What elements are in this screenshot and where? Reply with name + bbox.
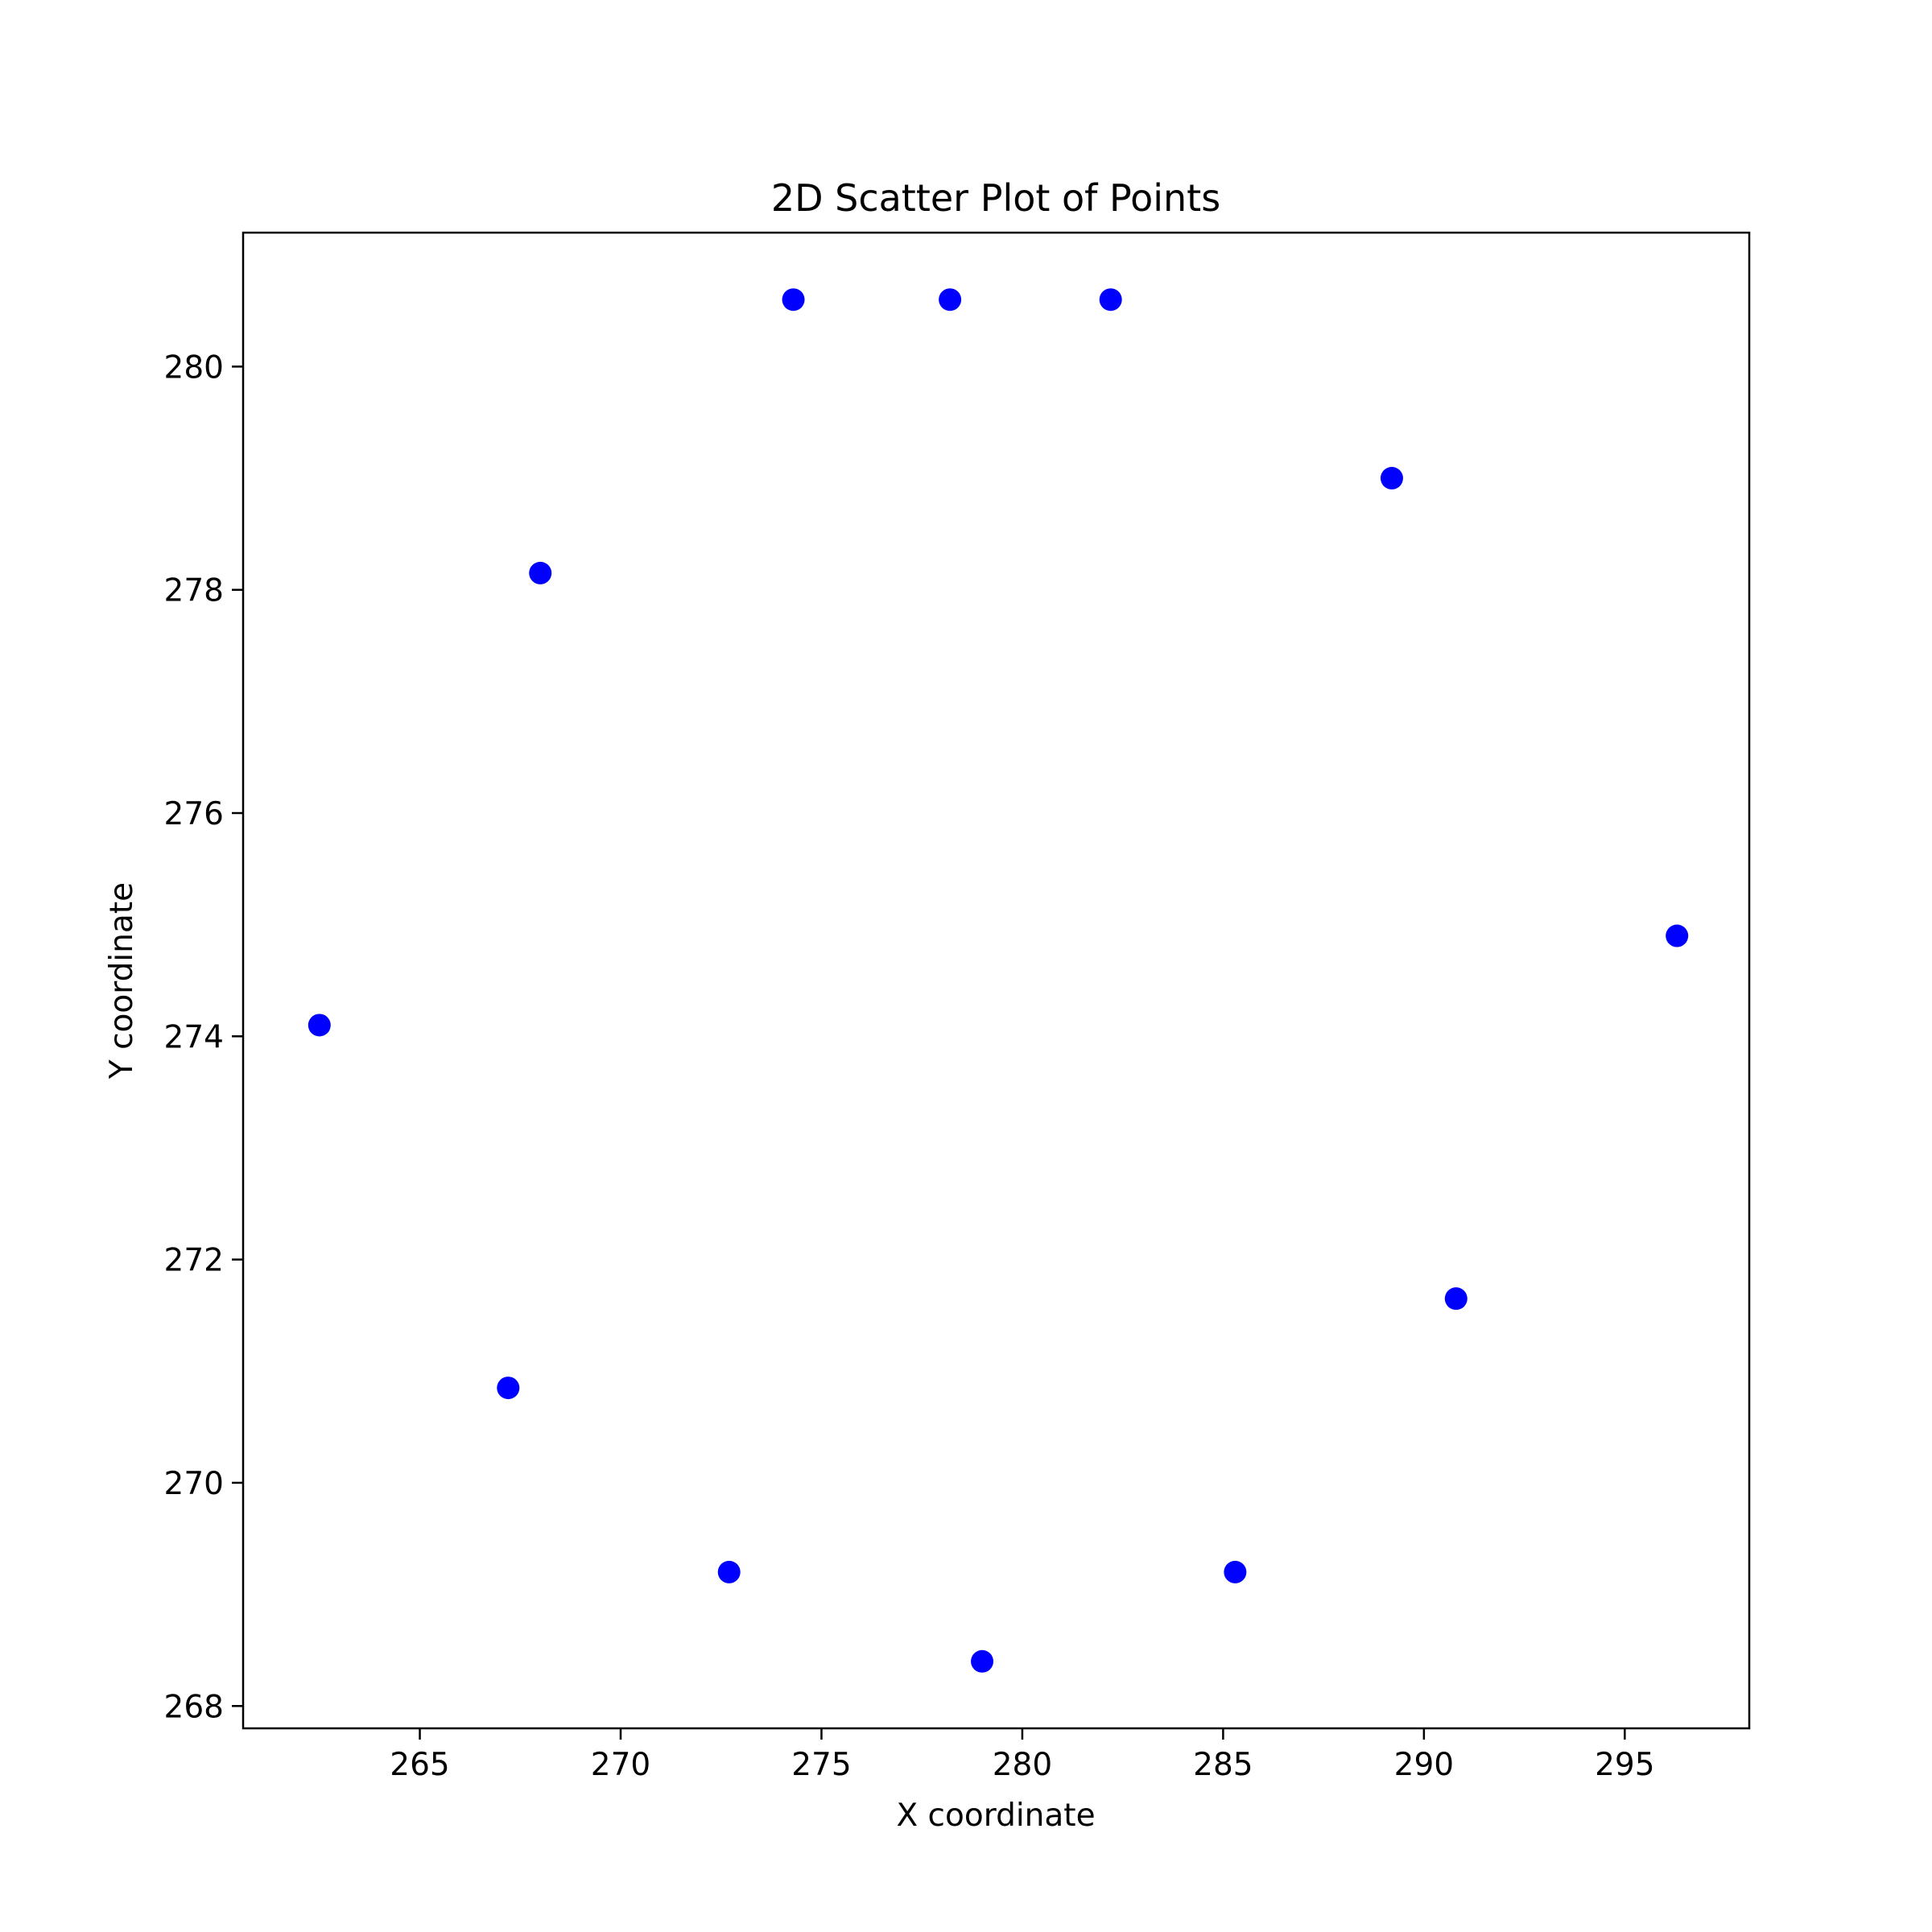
y-tick-label: 278 — [164, 573, 224, 609]
x-tick-label: 270 — [591, 1747, 650, 1783]
x-tick-label: 280 — [993, 1747, 1052, 1783]
x-tick-label: 290 — [1394, 1747, 1454, 1783]
scatter-point — [1444, 1287, 1468, 1311]
x-tick-label: 265 — [390, 1747, 449, 1783]
x-tick-label: 295 — [1595, 1747, 1654, 1783]
y-tick-label: 280 — [164, 349, 224, 386]
x-tick-label: 285 — [1193, 1747, 1253, 1783]
axis-ticks: 265 270 275 280 285 290 295 268 270 272 274 276 278 2… — [164, 349, 1655, 1783]
scatter-point — [497, 1377, 520, 1400]
y-tick-label: 276 — [164, 796, 224, 832]
scatter-point — [1099, 288, 1122, 312]
scatter-point — [1666, 924, 1689, 947]
scatter-point — [529, 561, 552, 584]
x-tick-label: 275 — [791, 1747, 851, 1783]
scatter-point — [717, 1560, 741, 1583]
y-tick-label: 268 — [164, 1689, 224, 1725]
scatter-point — [971, 1649, 994, 1673]
scatter-point — [1224, 1560, 1247, 1583]
scatter-point — [782, 288, 805, 312]
y-tick-label: 274 — [164, 1019, 224, 1055]
y-tick-label: 270 — [164, 1466, 224, 1502]
plot-frame — [242, 231, 1751, 1730]
y-axis-label: Y coordinate — [104, 882, 140, 1080]
scatter-point — [939, 288, 962, 312]
x-axis-label: X coordinate — [896, 1798, 1095, 1834]
chart-title: 2D Scatter Plot of Points — [771, 176, 1220, 220]
scatter-point — [308, 1013, 331, 1037]
scatter-point — [1380, 467, 1403, 490]
data-points — [308, 288, 1689, 1673]
y-tick-label: 272 — [164, 1243, 224, 1279]
